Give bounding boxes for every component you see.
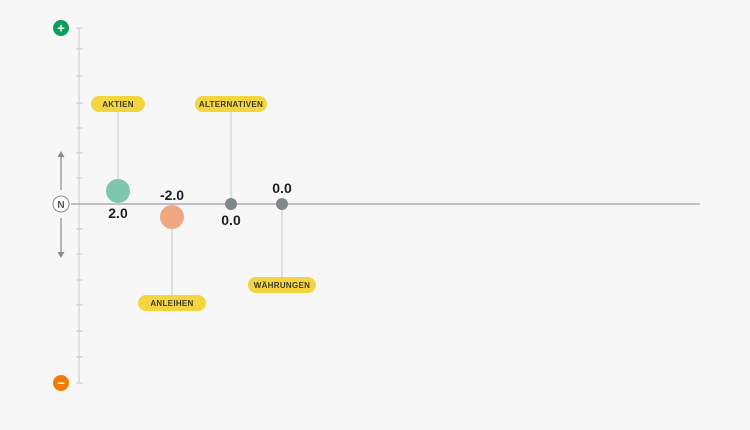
- data-point-group: AKTIEN 2.0: [91, 96, 145, 221]
- up-arrow-icon: [57, 151, 65, 190]
- category-badge: [138, 295, 206, 311]
- category-badge: [248, 277, 316, 293]
- minus-icon: −: [53, 375, 69, 391]
- svg-text:+: +: [57, 21, 65, 36]
- svg-text:−: −: [57, 376, 65, 391]
- plus-icon: +: [53, 20, 69, 36]
- value-label: 2.0: [108, 205, 128, 221]
- neutral-icon: N: [52, 195, 70, 213]
- svg-text:N: N: [57, 200, 64, 211]
- category-label: ANLEIHEN: [150, 299, 193, 308]
- data-marks: AKTIEN2.0ANLEIHEN-2.0ALTERNATIVEN0.0WÄHR…: [91, 96, 316, 311]
- value-label: -2.0: [160, 187, 184, 203]
- category-label: WÄHRUNGEN: [254, 281, 310, 290]
- category-label: AKTIEN: [102, 100, 134, 109]
- down-arrow-icon: [57, 218, 65, 258]
- value-label: 0.0: [221, 212, 241, 228]
- data-point: [106, 179, 130, 203]
- category-badge: [195, 96, 267, 112]
- data-point: [225, 198, 237, 210]
- category-label: ALTERNATIVEN: [199, 100, 263, 109]
- category-badge: [91, 96, 145, 112]
- scale-ticks: [76, 27, 83, 384]
- data-point-group: ALTERNATIVEN 0.0: [195, 96, 267, 228]
- data-point: [276, 198, 288, 210]
- value-label: 0.0: [272, 180, 292, 196]
- data-point-group: ANLEIHEN -2.0: [138, 187, 206, 311]
- data-point: [160, 205, 184, 229]
- data-point-group: WÄHRUNGEN 0.0: [248, 180, 316, 293]
- scale-axis: [57, 27, 700, 384]
